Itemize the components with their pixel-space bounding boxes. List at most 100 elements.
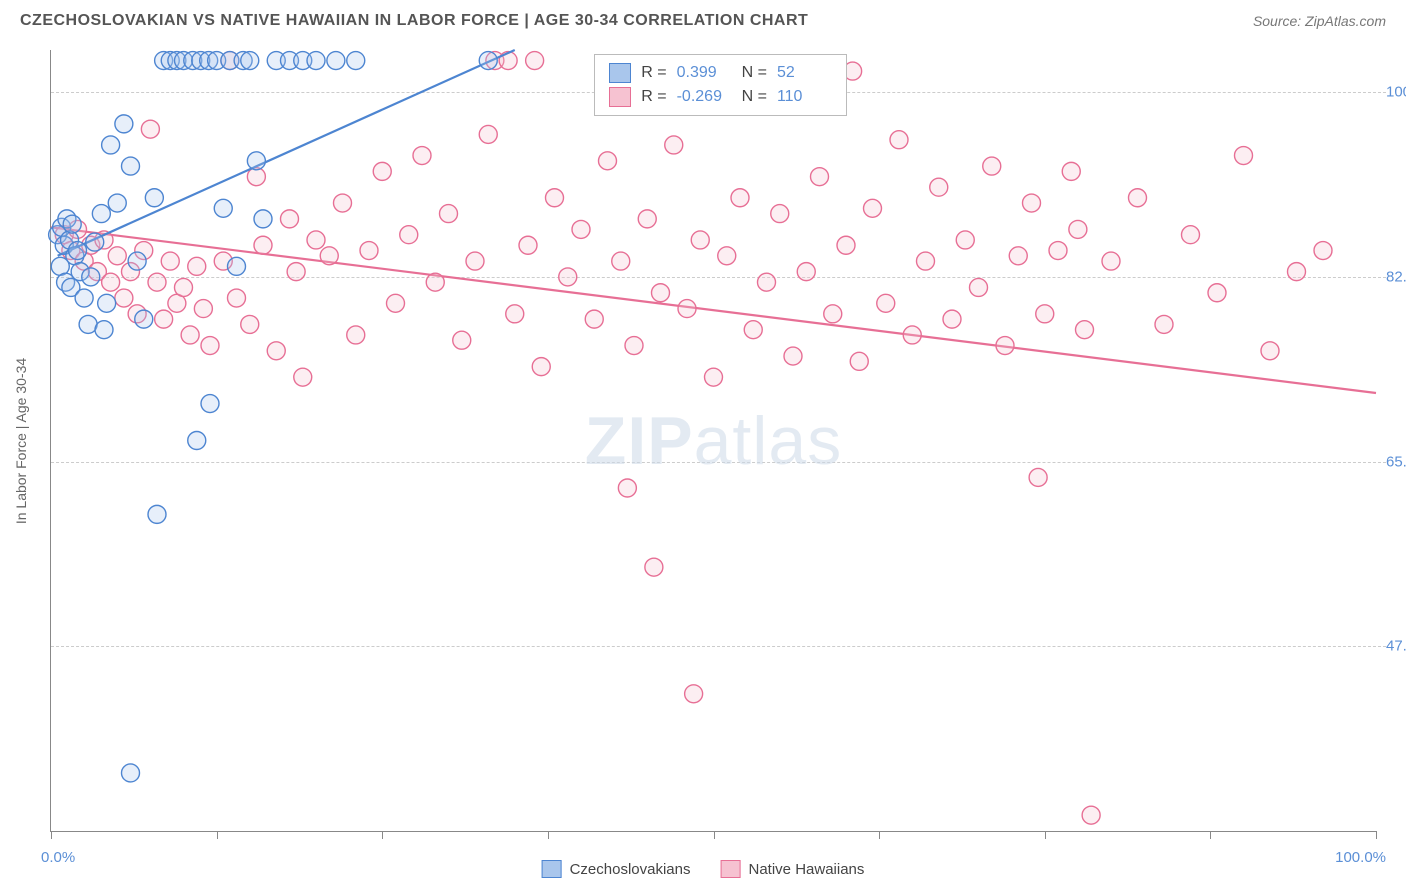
legend-r-value-a: 0.399 xyxy=(677,64,732,82)
data-point-b xyxy=(175,278,193,296)
data-point-b xyxy=(241,315,259,333)
data-point-b xyxy=(685,685,703,703)
y-tick-label: 82.5% xyxy=(1386,268,1406,285)
x-tick xyxy=(1376,831,1377,839)
data-point-a xyxy=(327,52,345,70)
data-point-b xyxy=(1076,321,1094,339)
data-point-a xyxy=(254,210,272,228)
data-point-b xyxy=(599,152,617,170)
data-point-b xyxy=(148,273,166,291)
series-label-a: Czechoslovakians xyxy=(570,861,691,878)
data-point-a xyxy=(98,294,116,312)
data-point-b xyxy=(1288,263,1306,281)
data-point-b xyxy=(1023,194,1041,212)
data-point-b xyxy=(141,120,159,138)
data-point-b xyxy=(665,136,683,154)
data-point-a xyxy=(122,157,140,175)
data-point-b xyxy=(1155,315,1173,333)
data-point-b xyxy=(1314,242,1332,260)
data-point-b xyxy=(758,273,776,291)
legend-n-value-b: 110 xyxy=(777,88,832,106)
data-point-b xyxy=(267,342,285,360)
data-point-b xyxy=(526,52,544,70)
data-point-b xyxy=(426,273,444,291)
data-point-b xyxy=(373,162,391,180)
data-point-b xyxy=(115,289,133,307)
data-point-b xyxy=(400,226,418,244)
series-legend: Czechoslovakians Native Hawaiians xyxy=(542,860,865,878)
data-point-a xyxy=(214,199,232,217)
data-point-b xyxy=(1182,226,1200,244)
data-point-a xyxy=(148,505,166,523)
data-point-b xyxy=(890,131,908,149)
data-point-a xyxy=(122,764,140,782)
x-tick xyxy=(548,831,549,839)
data-point-b xyxy=(970,278,988,296)
data-point-b xyxy=(506,305,524,323)
data-point-b xyxy=(850,352,868,370)
data-point-b xyxy=(320,247,338,265)
data-point-a xyxy=(92,205,110,223)
legend-r-value-b: -0.269 xyxy=(677,88,732,106)
data-point-b xyxy=(440,205,458,223)
data-point-b xyxy=(499,52,517,70)
x-tick xyxy=(714,831,715,839)
data-point-b xyxy=(546,189,564,207)
x-tick xyxy=(217,831,218,839)
data-point-a xyxy=(63,215,81,233)
data-point-a xyxy=(69,242,87,260)
data-point-a xyxy=(241,52,259,70)
data-point-a xyxy=(201,395,219,413)
data-point-b xyxy=(307,231,325,249)
data-point-b xyxy=(943,310,961,328)
data-point-b xyxy=(903,326,921,344)
x-tick xyxy=(1045,831,1046,839)
data-point-a xyxy=(228,257,246,275)
legend-n-label-b: N = xyxy=(742,88,767,106)
data-point-b xyxy=(453,331,471,349)
data-point-b xyxy=(1102,252,1120,270)
data-point-b xyxy=(645,558,663,576)
data-point-b xyxy=(532,358,550,376)
data-point-b xyxy=(1049,242,1067,260)
data-point-b xyxy=(983,157,1001,175)
data-point-b xyxy=(1036,305,1054,323)
scatter-plot-svg xyxy=(51,50,1376,831)
data-point-b xyxy=(466,252,484,270)
data-point-a xyxy=(75,289,93,307)
data-point-b xyxy=(181,326,199,344)
x-tick xyxy=(879,831,880,839)
legend-swatch-a xyxy=(609,63,631,83)
data-point-b xyxy=(347,326,365,344)
x-tick xyxy=(1210,831,1211,839)
data-point-b xyxy=(1208,284,1226,302)
data-point-b xyxy=(705,368,723,386)
legend-n-value-a: 52 xyxy=(777,64,832,82)
legend-swatch-b xyxy=(609,87,631,107)
data-point-a xyxy=(115,115,133,133)
data-point-b xyxy=(360,242,378,260)
data-point-b xyxy=(691,231,709,249)
data-point-b xyxy=(718,247,736,265)
data-point-b xyxy=(652,284,670,302)
data-point-b xyxy=(744,321,762,339)
data-point-a xyxy=(128,252,146,270)
data-point-b xyxy=(194,300,212,318)
data-point-b xyxy=(877,294,895,312)
series-swatch-b xyxy=(721,860,741,878)
data-point-b xyxy=(1069,220,1087,238)
data-point-b xyxy=(201,337,219,355)
data-point-b xyxy=(797,263,815,281)
data-point-b xyxy=(287,263,305,281)
data-point-b xyxy=(572,220,590,238)
data-point-a xyxy=(247,152,265,170)
x-axis-max-label: 100.0% xyxy=(1335,849,1386,866)
chart-plot-area: In Labor Force | Age 30-34 100.0%82.5%65… xyxy=(50,50,1376,832)
legend-r-label-b: R = xyxy=(641,88,666,106)
data-point-b xyxy=(784,347,802,365)
data-point-b xyxy=(102,273,120,291)
y-axis-title: In Labor Force | Age 30-34 xyxy=(13,357,29,523)
data-point-b xyxy=(1009,247,1027,265)
data-point-b xyxy=(334,194,352,212)
data-point-b xyxy=(281,210,299,228)
